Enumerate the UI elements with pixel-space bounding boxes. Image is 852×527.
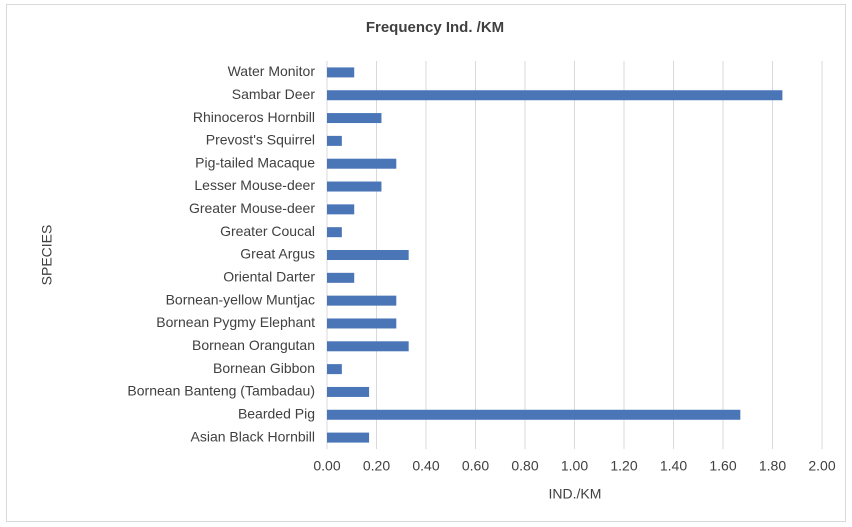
bar: [327, 227, 342, 238]
bar: [327, 295, 397, 306]
y-tick-label: Pig-tailed Macaque: [195, 154, 315, 170]
bar: [327, 386, 370, 397]
y-tick-label: Bornean Banteng (Tambadau): [127, 383, 315, 399]
x-tick-label: 2.00: [808, 458, 835, 474]
y-tick-label: Greater Mouse-deer: [189, 200, 315, 216]
bar: [327, 67, 355, 78]
y-tick-label: Bornean-yellow Muntjac: [166, 291, 315, 307]
bar: [327, 250, 409, 260]
x-tick-label: 1.20: [610, 458, 637, 474]
y-tick-label: Great Argus: [240, 246, 315, 262]
y-tick-label: Greater Coucal: [220, 223, 315, 239]
bar: [327, 90, 783, 101]
bar: [327, 181, 382, 192]
y-axis-label: SPECIES: [39, 225, 55, 286]
y-tick-label: Bornean Gibbon: [213, 360, 315, 376]
x-tick-label: 0.80: [511, 458, 538, 474]
y-tick-label: Lesser Mouse-deer: [194, 177, 315, 193]
x-tick-label: 0.60: [462, 458, 489, 474]
y-tick-label: Oriental Darter: [223, 269, 315, 285]
x-tick-label: 1.40: [660, 458, 687, 474]
x-tick-label: 0.40: [412, 458, 439, 474]
bar: [327, 272, 355, 283]
x-tick-label: 0.20: [363, 458, 390, 474]
y-tick-label: Bornean Pygmy Elephant: [156, 314, 315, 330]
bar: [327, 113, 382, 124]
bar: [327, 409, 741, 420]
y-tick-label: Asian Black Hornbill: [191, 428, 316, 444]
y-tick-label: Bearded Pig: [238, 405, 315, 421]
bar: [327, 432, 370, 443]
y-tick-label: Bornean Orangutan: [192, 337, 315, 353]
bar: [327, 318, 397, 329]
bar: [327, 158, 397, 169]
bar: [327, 204, 355, 215]
y-tick-label: Prevost's Squirrel: [206, 132, 315, 148]
x-tick-label: 0.00: [313, 458, 340, 474]
x-tick-label: 1.60: [709, 458, 736, 474]
bar: [327, 364, 342, 375]
bar: [327, 341, 409, 352]
x-tick-label: 1.80: [759, 458, 786, 474]
y-tick-label: Sambar Deer: [232, 86, 316, 102]
x-axis-label: IND./KM: [549, 486, 602, 502]
x-tick-label: 1.00: [561, 458, 588, 474]
y-tick-label: Water Monitor: [228, 63, 316, 79]
chart-title: Frequency Ind. /KM: [366, 19, 504, 36]
y-tick-label: Rhinoceros Hornbill: [193, 109, 315, 125]
bar: [327, 135, 342, 146]
